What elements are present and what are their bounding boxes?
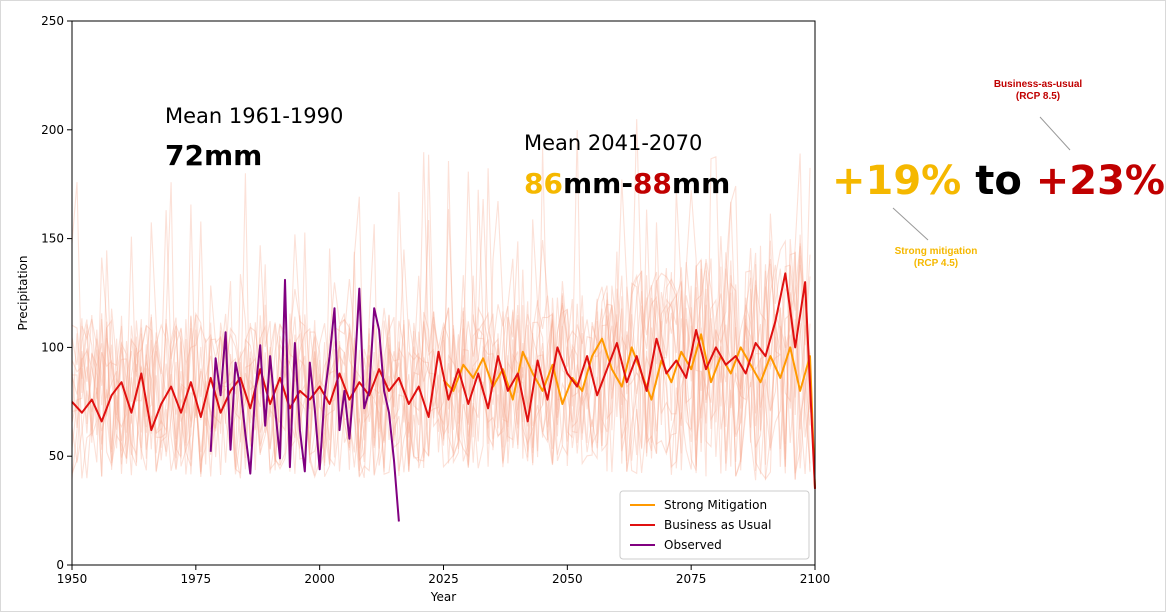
legend-label-business-as-usual: Business as Usual (664, 518, 771, 532)
legend: Strong Mitigation Business as Usual Observ… (619, 490, 810, 560)
percent-change: +19% to +23% (832, 158, 1165, 204)
series-layer (71, 272, 816, 522)
callout-strong-line1: Strong mitigation (894, 246, 978, 257)
legend-box (619, 490, 810, 560)
ensemble-member-line (71, 148, 811, 481)
legend-label-observed: Observed (664, 538, 722, 552)
mean-past-value: 72mm (165, 139, 263, 172)
y-axis-label: Precipitation (16, 255, 30, 330)
y-tick-label: 50 (49, 449, 64, 463)
series-line-strong-mitigation (442, 333, 816, 489)
callout-strong: Strong mitigation (RCP 4.5) (866, 246, 1006, 270)
y-tick-label: 0 (56, 558, 64, 572)
mean-future-label: Mean 2041-2070 (524, 131, 703, 155)
pct-strong: +19% (832, 158, 962, 204)
callout-strong-line2: (RCP 4.5) (913, 258, 959, 269)
mean-past-label: Mean 1961-1990 (165, 104, 344, 128)
series-line-business-as-usual (71, 272, 816, 489)
x-tick-label: 2050 (552, 572, 583, 586)
series-line-observed (209, 278, 400, 522)
ensemble-layer (71, 119, 811, 481)
ensemble-member-line (71, 182, 811, 475)
callout-bau-line2: (RCP 8.5) (1015, 91, 1061, 102)
legend-label-strong-mitigation: Strong Mitigation (664, 498, 767, 512)
pct-bau: +23% (1035, 158, 1165, 204)
x-axis-label: Year (430, 590, 456, 604)
ensemble-member-line (71, 190, 811, 479)
callout-bau-line (1039, 116, 1071, 151)
ensemble-member-line (71, 153, 811, 479)
callout-lines (892, 116, 1071, 241)
x-tick-label: 1950 (57, 572, 88, 586)
x-tick-label: 2025 (428, 572, 459, 586)
mean-future-strong-unit: mm- (562, 167, 633, 200)
y-tick-label: 250 (41, 14, 64, 28)
mean-future-value: 86mm-88mm (524, 167, 730, 200)
ensemble-member-line (71, 156, 811, 481)
callout-strong-line (892, 207, 929, 241)
ensemble-member-line (71, 179, 811, 477)
y-tick-label: 100 (41, 340, 64, 354)
mean-future-bau: 88 (632, 167, 672, 200)
y-tick-label: 150 (41, 232, 64, 246)
mean-future-bau-unit: mm (671, 167, 731, 200)
x-tick-label: 2100 (800, 572, 831, 586)
ensemble-member-line (71, 171, 811, 478)
y-tick-label: 200 (41, 123, 64, 137)
axes-layer: 1950 1975 2000 2025 2050 2075 2100 0 50 100 150 200… (16, 14, 830, 604)
x-tick-label: 2075 (676, 572, 707, 586)
callout-bau: Business-as-usual (RCP 8.5) (968, 79, 1108, 103)
pct-to: to (961, 158, 1036, 204)
x-tick-label: 1975 (181, 572, 212, 586)
callout-bau-line1: Business-as-usual (993, 79, 1083, 90)
mean-future-strong: 86 (524, 167, 563, 200)
ensemble-member-line (71, 119, 811, 477)
x-tick-label: 2000 (304, 572, 335, 586)
ensemble-member-line (71, 154, 811, 479)
ensemble-member-line (71, 152, 811, 475)
